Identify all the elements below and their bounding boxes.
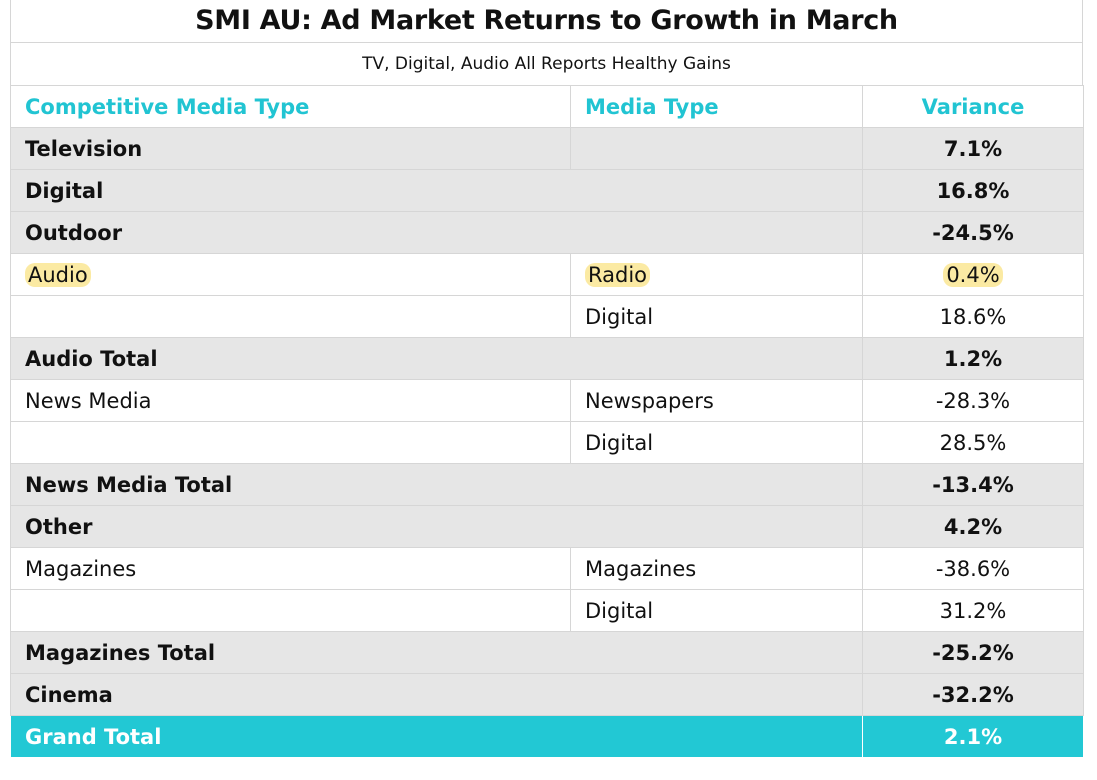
media-cell (570, 337, 863, 380)
type-cell: Magazines (10, 547, 571, 590)
grand-total-row: Grand Total 2.1% (10, 715, 1084, 758)
media-cell (570, 463, 863, 506)
media-cell (570, 127, 863, 170)
grand-total-media-cell (570, 715, 863, 758)
variance-cell: -38.6% (862, 547, 1084, 590)
media-cell: Digital (570, 421, 863, 464)
type-cell: Television (10, 127, 571, 170)
table-row: Outdoor -24.5% (10, 211, 1084, 254)
variance-cell: 16.8% (862, 169, 1084, 212)
variance-cell: 28.5% (862, 421, 1084, 464)
variance-cell: -24.5% (862, 211, 1084, 254)
type-cell (10, 589, 571, 632)
variance-cell: 31.2% (862, 589, 1084, 632)
type-cell: Magazines Total (10, 631, 571, 674)
table-row: Audio Radio 0.4% (10, 253, 1084, 296)
highlighted-text: Radio (585, 262, 651, 287)
variance-cell: 18.6% (862, 295, 1084, 338)
type-cell (10, 421, 571, 464)
variance-cell: 0.4% (862, 253, 1084, 296)
media-cell: Digital (570, 295, 863, 338)
table-row: Television 7.1% (10, 127, 1084, 170)
highlighted-text: Audio (25, 262, 91, 287)
report-table-container: SMI AU: Ad Market Returns to Growth in M… (10, 0, 1084, 758)
media-cell (570, 169, 863, 212)
media-cell (570, 505, 863, 548)
table-row: Digital 31.2% (10, 589, 1084, 632)
table-row: Cinema -32.2% (10, 673, 1084, 716)
media-cell: Radio (570, 253, 863, 296)
media-variance-table: Competitive Media Type Media Type Varian… (10, 85, 1084, 758)
table-row: Digital 18.6% (10, 295, 1084, 338)
table-subtitle: TV, Digital, Audio All Reports Healthy G… (10, 42, 1083, 85)
variance-cell: -32.2% (862, 673, 1084, 716)
table-row: Magazines Total -25.2% (10, 631, 1084, 674)
variance-cell: 7.1% (862, 127, 1084, 170)
media-cell (570, 631, 863, 674)
media-cell (570, 673, 863, 716)
table-row: Other 4.2% (10, 505, 1084, 548)
header-competitive-media-type: Competitive Media Type (10, 85, 571, 128)
type-cell: Other (10, 505, 571, 548)
type-cell: Audio Total (10, 337, 571, 380)
header-variance: Variance (862, 85, 1084, 128)
type-cell: Audio (10, 253, 571, 296)
table-row: News Media Newspapers -28.3% (10, 379, 1084, 422)
table-row: Audio Total 1.2% (10, 337, 1084, 380)
header-row: Competitive Media Type Media Type Varian… (10, 85, 1084, 128)
type-cell: News Media (10, 379, 571, 422)
media-cell: Newspapers (570, 379, 863, 422)
table-row: Digital 16.8% (10, 169, 1084, 212)
table-title: SMI AU: Ad Market Returns to Growth in M… (10, 0, 1083, 42)
type-cell: Digital (10, 169, 571, 212)
media-cell (570, 211, 863, 254)
type-cell (10, 295, 571, 338)
grand-total-label: Grand Total (10, 715, 571, 758)
grand-total-variance: 2.1% (862, 715, 1084, 758)
table-row: News Media Total -13.4% (10, 463, 1084, 506)
type-cell: News Media Total (10, 463, 571, 506)
type-cell: Cinema (10, 673, 571, 716)
variance-cell: 4.2% (862, 505, 1084, 548)
media-cell: Magazines (570, 547, 863, 590)
table-row: Digital 28.5% (10, 421, 1084, 464)
highlighted-text: 0.4% (943, 262, 1003, 287)
variance-cell: 1.2% (862, 337, 1084, 380)
header-media-type: Media Type (570, 85, 863, 128)
media-cell: Digital (570, 589, 863, 632)
variance-cell: -13.4% (862, 463, 1084, 506)
variance-cell: -25.2% (862, 631, 1084, 674)
type-cell: Outdoor (10, 211, 571, 254)
variance-cell: -28.3% (862, 379, 1084, 422)
table-row: Magazines Magazines -38.6% (10, 547, 1084, 590)
